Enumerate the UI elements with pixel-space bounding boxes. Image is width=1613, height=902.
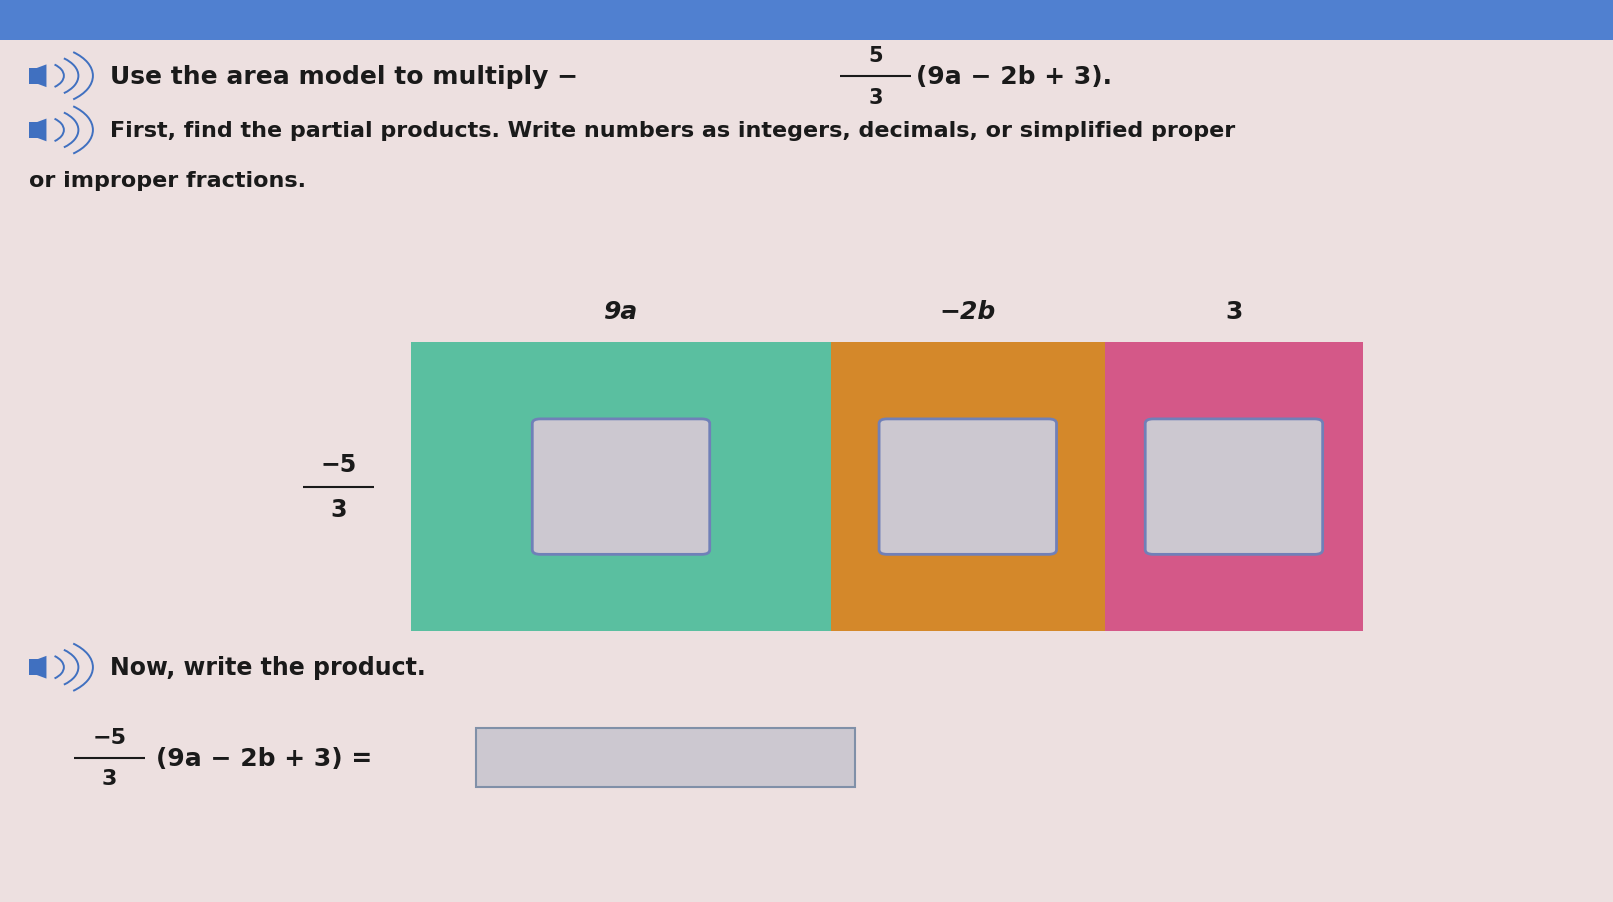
Text: or improper fractions.: or improper fractions. xyxy=(29,170,306,190)
Bar xyxy=(411,343,831,631)
Text: (9a − 2b + 3) =: (9a − 2b + 3) = xyxy=(156,746,373,769)
Text: −5: −5 xyxy=(92,727,127,747)
FancyBboxPatch shape xyxy=(879,419,1057,555)
FancyBboxPatch shape xyxy=(29,123,45,139)
FancyBboxPatch shape xyxy=(532,419,710,555)
FancyBboxPatch shape xyxy=(0,0,1613,41)
Text: First, find the partial products. Write numbers as integers, decimals, or simpli: First, find the partial products. Write … xyxy=(110,121,1236,141)
Text: 5: 5 xyxy=(868,46,884,66)
FancyBboxPatch shape xyxy=(29,659,45,676)
Text: Now, write the product.: Now, write the product. xyxy=(110,656,426,679)
Text: 3: 3 xyxy=(869,87,882,107)
Text: (9a − 2b + 3).: (9a − 2b + 3). xyxy=(916,65,1113,88)
Bar xyxy=(831,343,1105,631)
Polygon shape xyxy=(29,656,47,679)
Text: 3: 3 xyxy=(1226,299,1242,323)
Bar xyxy=(1105,343,1363,631)
Polygon shape xyxy=(29,119,47,143)
Polygon shape xyxy=(29,65,47,88)
Text: −5: −5 xyxy=(321,452,356,476)
Text: −2b: −2b xyxy=(940,299,995,323)
FancyBboxPatch shape xyxy=(476,729,855,787)
FancyBboxPatch shape xyxy=(1145,419,1323,555)
Text: 3: 3 xyxy=(331,498,347,522)
Text: 9a: 9a xyxy=(603,299,639,323)
FancyBboxPatch shape xyxy=(29,69,45,85)
Text: Use the area model to multiply −: Use the area model to multiply − xyxy=(110,65,577,88)
Text: 3: 3 xyxy=(102,769,118,788)
